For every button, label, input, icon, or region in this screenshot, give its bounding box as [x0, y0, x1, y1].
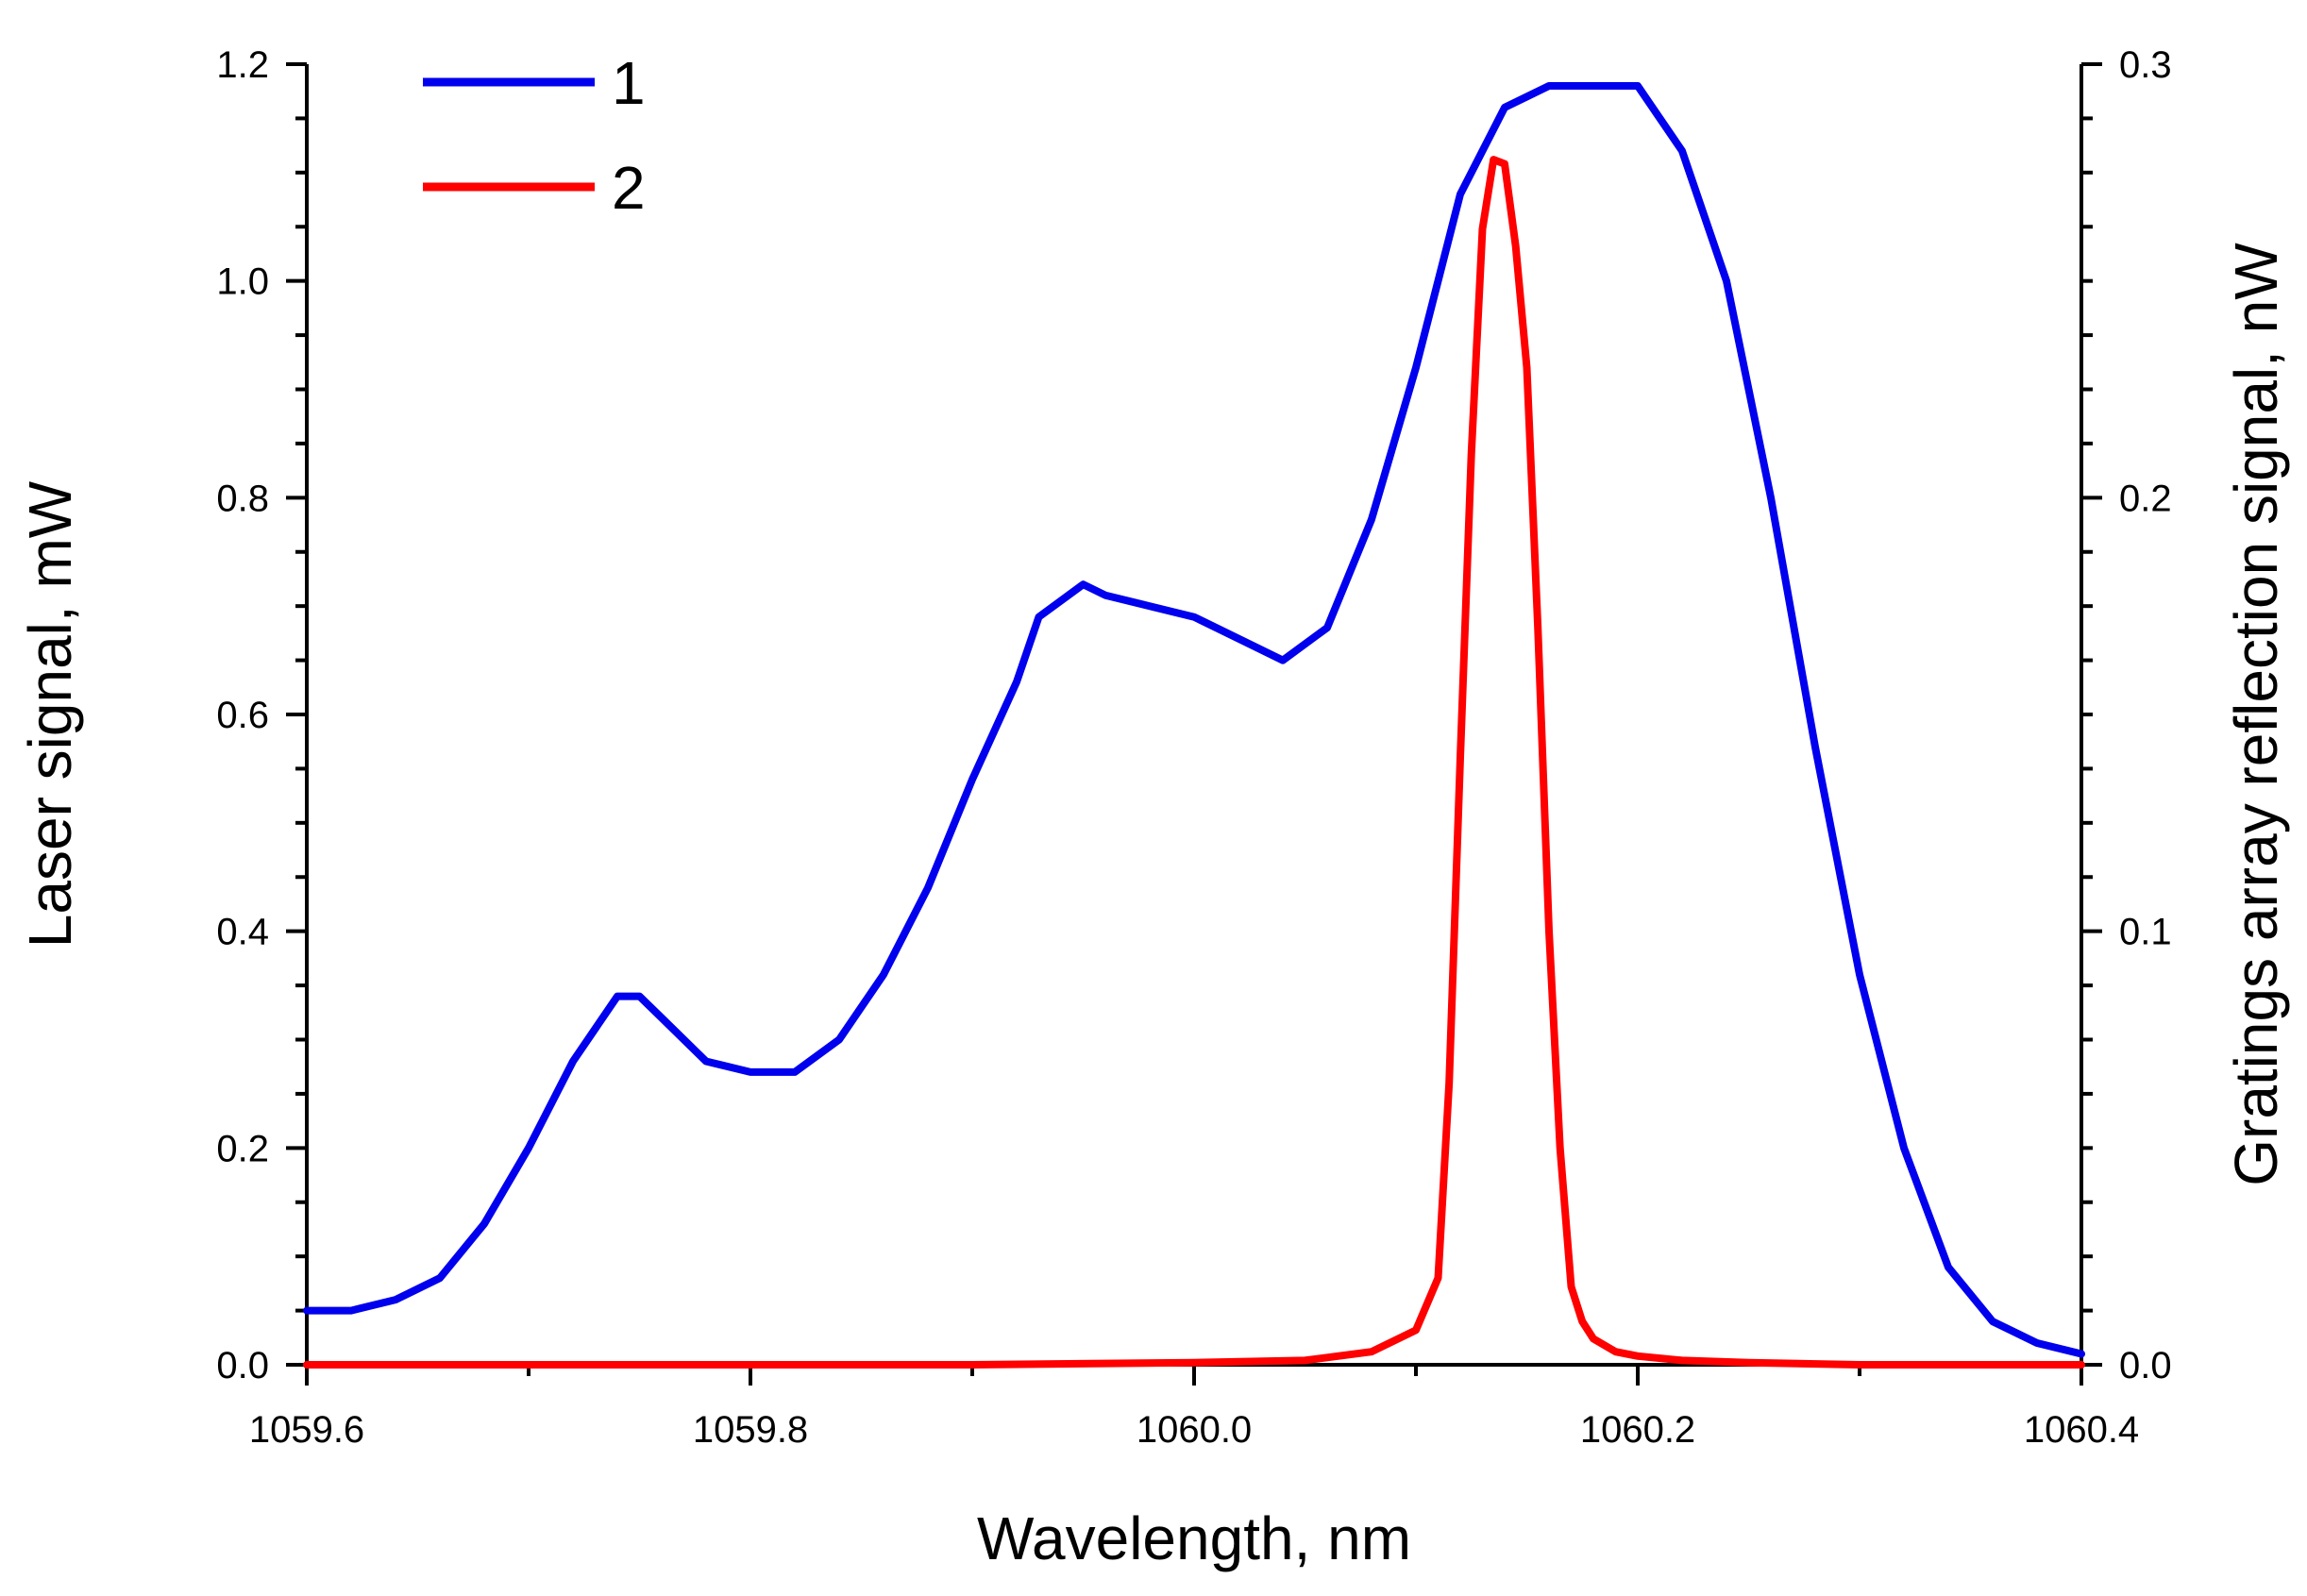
tick-labels: 1059.6 1059.8 1060.0 1060.2 1060.4 0.0 0.2 0.4 0…	[216, 44, 2171, 1451]
legend-label-2: 2	[612, 154, 646, 222]
x-axis-title: Wavelength, nm	[977, 1504, 1411, 1572]
left-y-tick-label: 0.0	[216, 1345, 269, 1386]
left-y-tick-label: 0.8	[216, 478, 269, 519]
left-y-tick-label: 1.2	[216, 44, 269, 86]
series-layer	[303, 82, 2085, 1369]
x-tick-label: 1059.8	[693, 1409, 808, 1451]
x-tick-label: 1060.0	[1137, 1409, 1252, 1451]
x-tick-label: 1059.6	[249, 1409, 364, 1451]
left-y-tick-label: 0.6	[216, 695, 269, 736]
series-line-2	[303, 156, 2085, 1369]
left-y-tick-label: 1.0	[216, 261, 269, 303]
right-y-tick-label: 0.1	[2119, 912, 2172, 953]
x-tick-label: 1060.4	[2024, 1409, 2139, 1451]
left-y-axis-title: Laser signal, mW	[16, 480, 84, 948]
right-y-tick-label: 0.2	[2119, 478, 2172, 519]
plot-area	[305, 64, 2083, 1367]
series-line-1	[303, 82, 2085, 1358]
right-y-tick-label: 0.0	[2119, 1345, 2172, 1386]
right-y-axis-title: Gratings array reflection signal, nW	[2222, 243, 2290, 1186]
left-y-tick-label: 0.2	[216, 1128, 269, 1169]
left-y-tick-label: 0.4	[216, 912, 269, 953]
ticks	[286, 62, 2102, 1386]
legend: 1 2	[423, 49, 646, 222]
x-tick-label: 1060.2	[1580, 1409, 1695, 1451]
right-y-tick-label: 0.3	[2119, 44, 2172, 86]
legend-label-1: 1	[612, 49, 646, 117]
